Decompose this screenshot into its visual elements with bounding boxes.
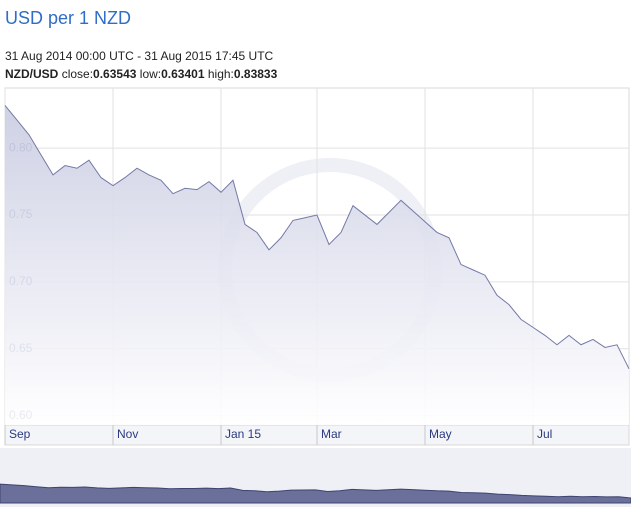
stat-label: low: xyxy=(140,67,161,81)
navigator-area xyxy=(0,483,631,504)
stats-line: NZD/USD close:0.63543 low:0.63401 high:0… xyxy=(5,67,278,81)
stat-label: close: xyxy=(62,67,93,81)
line xyxy=(4,105,630,370)
stat-value: 0.63543 xyxy=(93,67,137,81)
chart-title: USD per 1 NZD xyxy=(5,8,131,28)
pair: NZD/USD xyxy=(5,67,59,81)
stat-value: 0.63401 xyxy=(161,67,205,81)
stat-label: high: xyxy=(208,67,234,81)
stat-value: 0.83833 xyxy=(234,67,278,81)
x-tick-label: Jan 15 xyxy=(225,427,261,441)
subtitle: 31 Aug 2014 00:00 UTC - 31 Aug 2015 17:4… xyxy=(5,49,274,63)
x-tick-label: Nov xyxy=(117,427,138,441)
area xyxy=(5,105,629,425)
x-tick-label: Sep xyxy=(9,427,31,441)
x-tick-label: May xyxy=(429,427,452,441)
x-tick-label: Mar xyxy=(321,427,342,441)
x-tick-label: Jul xyxy=(537,427,552,441)
